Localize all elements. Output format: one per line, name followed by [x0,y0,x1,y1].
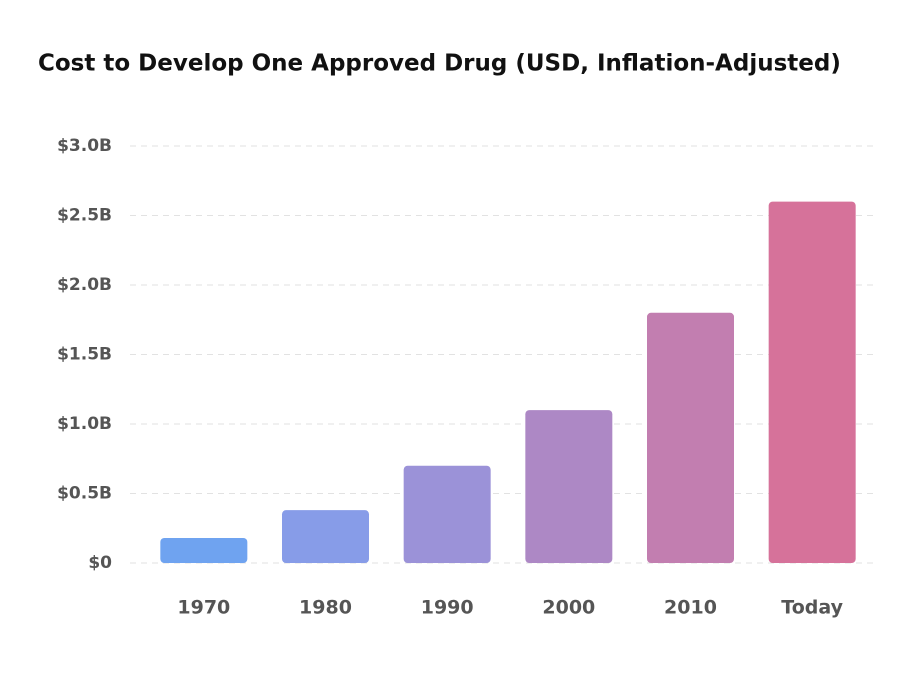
bar [647,312,734,563]
bar [282,510,369,563]
y-tick-label: $0.5B [57,484,112,504]
bar [525,410,613,563]
x-tick-label: 2000 [542,597,595,619]
x-tick-label: 1970 [177,597,230,619]
bar [160,537,248,563]
x-tick-label: Today [781,597,843,619]
y-tick-label: $1.5B [57,345,112,365]
y-tick-label: $2.0B [57,275,112,295]
y-tick-label: $3.0B [57,136,112,156]
x-tick-label: 1980 [299,597,352,619]
y-tick-label: $2.5B [57,206,112,226]
bar [768,201,856,563]
chart-title: Cost to Develop One Approved Drug (USD, … [38,51,841,77]
bar [403,465,491,563]
y-tick-label: $0 [88,553,112,573]
x-tick-label: 2010 [664,597,717,619]
x-tick-label: 1990 [421,597,474,619]
y-tick-label: $1.0B [57,414,112,434]
